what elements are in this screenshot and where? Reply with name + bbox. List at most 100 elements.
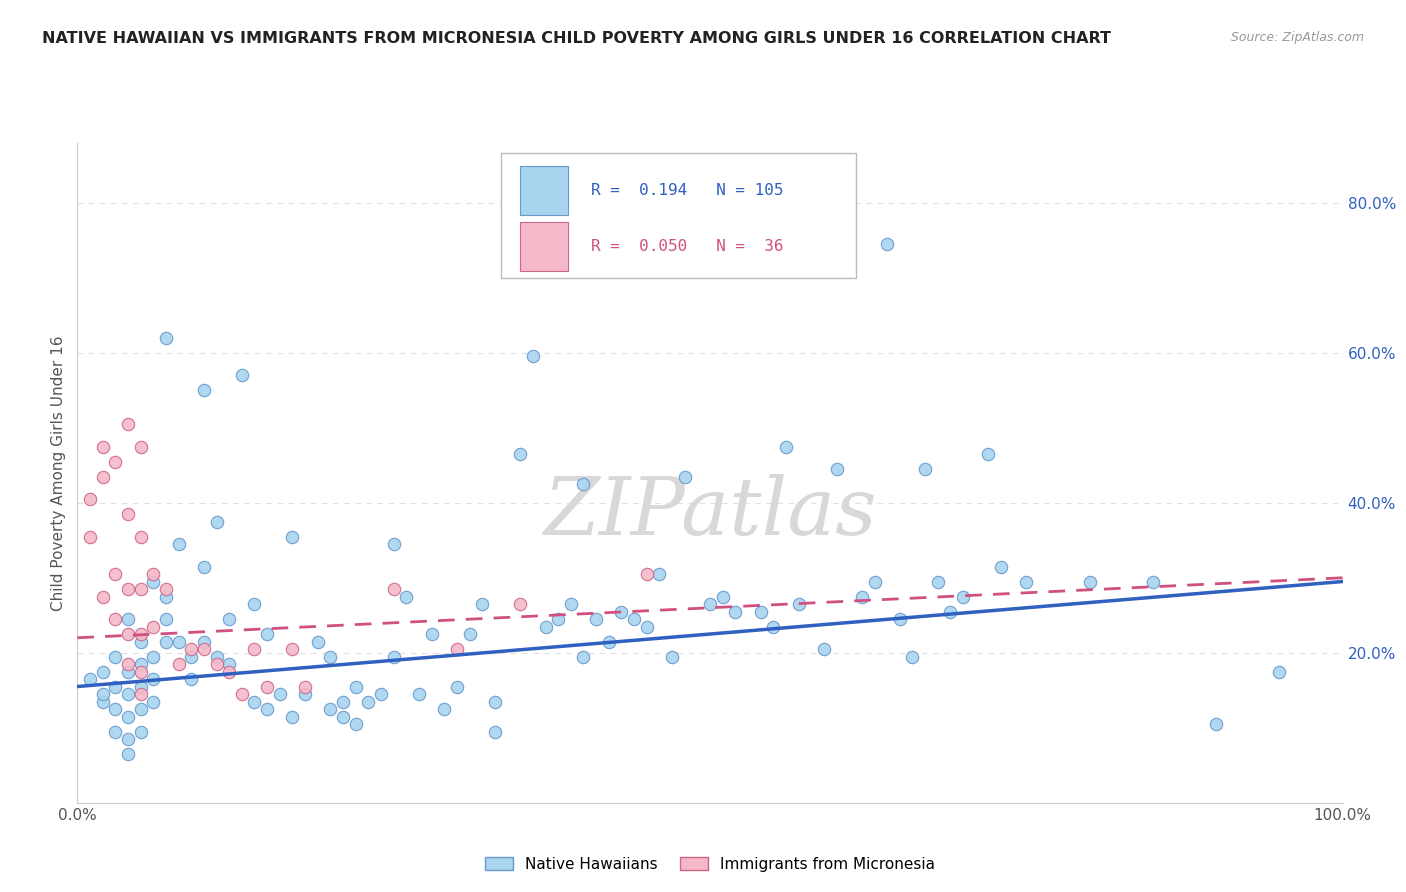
Point <box>117 709 139 723</box>
Point <box>167 537 190 551</box>
Point <box>370 687 392 701</box>
Point <box>104 724 127 739</box>
Point <box>142 574 165 589</box>
Point <box>218 612 240 626</box>
Point <box>129 627 152 641</box>
Point <box>927 574 949 589</box>
Point <box>129 680 152 694</box>
Point <box>420 627 443 641</box>
Point <box>344 680 367 694</box>
Point <box>408 687 430 701</box>
Text: R =  0.194   N = 105: R = 0.194 N = 105 <box>591 183 783 198</box>
Point <box>813 642 835 657</box>
Point <box>117 627 139 641</box>
Point <box>382 582 405 596</box>
Point <box>129 702 152 716</box>
Point <box>180 649 202 664</box>
Point <box>395 590 418 604</box>
Point <box>269 687 291 701</box>
Point <box>901 649 924 664</box>
Point <box>294 687 316 701</box>
Point <box>104 680 127 694</box>
Point <box>180 642 202 657</box>
Y-axis label: Child Poverty Among Girls Under 16: Child Poverty Among Girls Under 16 <box>51 335 66 610</box>
Point <box>990 559 1012 574</box>
Point <box>129 582 152 596</box>
Point <box>952 590 974 604</box>
Point <box>724 605 747 619</box>
Point <box>91 440 114 454</box>
Point <box>661 649 683 664</box>
Point <box>155 582 177 596</box>
Point <box>129 634 152 648</box>
Point <box>142 567 165 582</box>
Point <box>1078 574 1101 589</box>
Point <box>91 469 114 483</box>
Point <box>91 694 114 708</box>
Point <box>117 732 139 747</box>
Point <box>117 747 139 761</box>
Point <box>294 680 316 694</box>
Point <box>636 567 658 582</box>
Text: ZIPatlas: ZIPatlas <box>543 474 877 551</box>
Point <box>193 384 215 398</box>
Point <box>484 694 506 708</box>
Point <box>863 574 886 589</box>
Point <box>117 687 139 701</box>
Point <box>382 649 405 664</box>
Point <box>193 642 215 657</box>
Text: NATIVE HAWAIIAN VS IMMIGRANTS FROM MICRONESIA CHILD POVERTY AMONG GIRLS UNDER 16: NATIVE HAWAIIAN VS IMMIGRANTS FROM MICRO… <box>42 31 1111 46</box>
Point <box>91 687 114 701</box>
Point <box>762 619 785 633</box>
Point <box>977 447 1000 461</box>
Point <box>914 462 936 476</box>
Point <box>636 619 658 633</box>
Point <box>446 680 468 694</box>
Point <box>1142 574 1164 589</box>
Point <box>218 657 240 671</box>
Point <box>711 590 734 604</box>
Point <box>205 649 228 664</box>
Point <box>193 634 215 648</box>
Point <box>243 597 266 611</box>
Point <box>243 642 266 657</box>
Point <box>825 462 848 476</box>
Point <box>117 612 139 626</box>
Point <box>142 672 165 686</box>
Point <box>205 657 228 671</box>
Point <box>256 627 278 641</box>
Point <box>522 350 544 364</box>
FancyBboxPatch shape <box>520 166 568 215</box>
Point <box>572 649 595 664</box>
Point <box>534 619 557 633</box>
Point <box>155 634 177 648</box>
Point <box>876 237 898 252</box>
Point <box>598 634 620 648</box>
Point <box>433 702 456 716</box>
Point <box>104 702 127 716</box>
Point <box>79 529 101 543</box>
Point <box>231 368 253 383</box>
Point <box>699 597 721 611</box>
Point <box>142 694 165 708</box>
Point <box>129 724 152 739</box>
Point <box>572 477 595 491</box>
Point <box>104 649 127 664</box>
Point <box>509 597 531 611</box>
Point <box>129 529 152 543</box>
Point <box>79 491 101 506</box>
Point <box>610 605 633 619</box>
Point <box>129 440 152 454</box>
Point <box>648 567 671 582</box>
Point <box>281 709 304 723</box>
Point <box>256 702 278 716</box>
Point <box>281 529 304 543</box>
Point <box>155 331 177 345</box>
Point <box>104 612 127 626</box>
Text: R =  0.050   N =  36: R = 0.050 N = 36 <box>591 239 783 254</box>
Point <box>256 680 278 694</box>
Point <box>307 634 329 648</box>
Point <box>344 717 367 731</box>
Point <box>155 612 177 626</box>
Point <box>585 612 607 626</box>
